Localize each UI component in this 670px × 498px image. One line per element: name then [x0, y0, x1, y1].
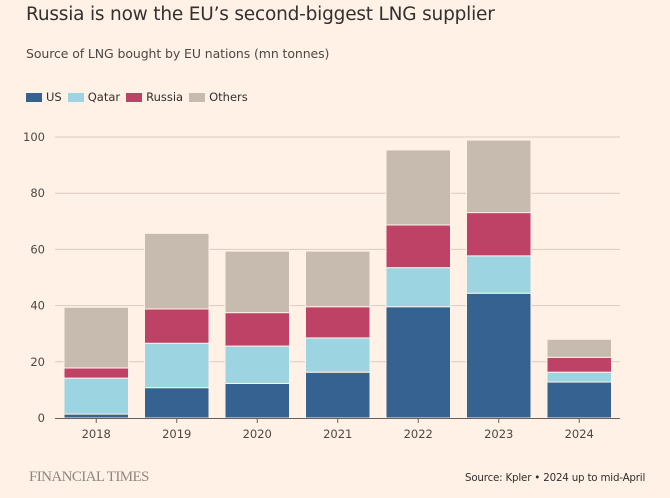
bar-segment-russia-2020	[224, 312, 290, 347]
bar-segment-others-2018	[63, 306, 129, 369]
y-tick-label: 80	[30, 186, 45, 200]
y-tick-label: 0	[38, 411, 45, 425]
x-tick-label: 2022	[404, 427, 433, 441]
legend-label-russia: Russia	[146, 90, 184, 104]
x-tick-label: 2024	[565, 427, 594, 441]
bar-segment-others-2023	[466, 139, 532, 214]
bar-segment-qatar-2021	[305, 337, 371, 373]
bar-segment-us-2022	[385, 306, 451, 419]
bar-segment-qatar-2020	[224, 345, 290, 384]
x-tick-label: 2020	[243, 427, 272, 441]
bar-segment-others-2022	[385, 149, 451, 226]
bar-segment-us-2024	[546, 381, 612, 419]
y-axis-labels: 0 20 40 60 80 100	[23, 130, 45, 425]
legend-item-russia: Russia	[126, 90, 183, 104]
legend-item-others: Others	[189, 90, 248, 104]
legend-label-us: US	[46, 90, 62, 104]
legend-swatch-others	[189, 92, 206, 102]
x-tick-label: 2023	[484, 427, 513, 441]
legend-label-others: Others	[209, 90, 248, 104]
chart-title: Russia is now the EU’s second-biggest LN…	[26, 4, 495, 25]
bar-stack-2023	[466, 139, 532, 419]
bar-segment-others-2020	[224, 250, 290, 314]
x-tick-label: 2019	[162, 427, 191, 441]
legend-swatch-qatar	[67, 92, 84, 102]
bar-stack-2019	[144, 232, 210, 419]
bar-segment-russia-2018	[63, 367, 129, 379]
bar-stack-2022	[385, 149, 451, 419]
bar-segment-russia-2019	[144, 308, 210, 344]
bar-segment-russia-2024	[546, 356, 612, 373]
y-tick-label: 20	[30, 355, 45, 369]
bar-segment-qatar-2018	[63, 377, 129, 415]
bar-segment-qatar-2024	[546, 371, 612, 383]
bars	[63, 139, 612, 419]
chart-subtitle: Source of LNG bought by EU nations (mn t…	[26, 46, 330, 61]
bar-segment-qatar-2019	[144, 342, 210, 389]
y-tick-label: 60	[30, 242, 45, 256]
bar-segment-qatar-2022	[385, 267, 451, 308]
bar-stack-2018	[63, 306, 129, 419]
bar-segment-us-2021	[305, 371, 371, 419]
bar-segment-russia-2021	[305, 306, 371, 339]
x-axis-labels: 2018 2019 2020 2021 2022 2023 2024	[82, 427, 594, 441]
bar-stack-2020	[224, 250, 290, 419]
x-tick-label: 2018	[82, 427, 111, 441]
bar-stack-2021	[305, 250, 371, 419]
y-tick-label: 100	[23, 130, 45, 144]
bar-segment-russia-2023	[466, 212, 532, 257]
legend-item-us: US	[26, 90, 62, 104]
bar-segment-russia-2022	[385, 224, 451, 269]
bar-segment-us-2020	[224, 382, 290, 419]
y-tick-label: 40	[30, 299, 45, 313]
legend: US Qatar Russia Others	[26, 90, 254, 104]
legend-item-qatar: Qatar	[67, 90, 121, 104]
x-axis	[55, 418, 620, 423]
bar-segment-others-2024	[546, 338, 612, 358]
bar-segment-others-2021	[305, 250, 371, 308]
bar-segment-us-2018	[63, 413, 129, 419]
bar-segment-others-2019	[144, 232, 210, 310]
source-note: Source: Kpler • 2024 up to mid-April	[465, 472, 646, 484]
bar-segment-qatar-2023	[466, 255, 532, 294]
legend-label-qatar: Qatar	[87, 90, 121, 104]
bar-segment-us-2019	[144, 387, 210, 419]
bar-stack-2024	[546, 338, 612, 419]
stacked-bar-chart: 0 20 40 60 80 100 2018 2019 2020 2021 2022 2023 202…	[23, 130, 620, 441]
bar-segment-us-2023	[466, 292, 532, 419]
x-tick-label: 2021	[323, 427, 352, 441]
legend-swatch-us	[26, 92, 42, 102]
ft-logo: FINANCIAL TIMES	[29, 469, 149, 485]
legend-swatch-russia	[126, 92, 143, 102]
